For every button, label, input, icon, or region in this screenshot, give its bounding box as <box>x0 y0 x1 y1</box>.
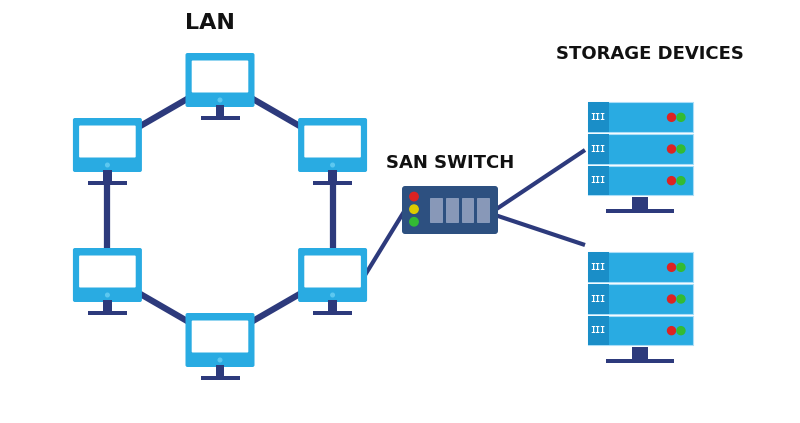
Bar <box>587 284 609 314</box>
Text: III: III <box>590 263 606 272</box>
Circle shape <box>218 97 222 102</box>
FancyBboxPatch shape <box>186 53 254 107</box>
Bar <box>88 181 127 185</box>
Text: III: III <box>590 145 606 154</box>
Circle shape <box>218 357 222 363</box>
Bar <box>430 198 442 222</box>
Bar <box>478 198 489 222</box>
Bar <box>587 134 609 164</box>
Circle shape <box>106 163 110 167</box>
Bar <box>587 316 609 346</box>
Circle shape <box>410 217 418 226</box>
FancyBboxPatch shape <box>402 186 498 234</box>
Bar <box>103 300 112 311</box>
Circle shape <box>677 177 685 185</box>
Circle shape <box>410 205 418 213</box>
Bar <box>201 376 239 380</box>
Circle shape <box>105 162 110 168</box>
Circle shape <box>667 113 675 121</box>
FancyBboxPatch shape <box>587 253 693 282</box>
Circle shape <box>330 162 335 168</box>
FancyBboxPatch shape <box>298 118 367 172</box>
Circle shape <box>677 145 685 153</box>
Bar <box>88 311 127 315</box>
FancyBboxPatch shape <box>587 284 693 314</box>
Text: STORAGE DEVICES: STORAGE DEVICES <box>556 45 744 63</box>
Circle shape <box>667 177 675 185</box>
Bar <box>201 116 239 120</box>
Bar <box>216 365 224 376</box>
Circle shape <box>106 293 110 297</box>
Circle shape <box>330 293 334 297</box>
Circle shape <box>677 327 685 335</box>
Text: SAN SWITCH: SAN SWITCH <box>386 154 514 172</box>
Circle shape <box>105 292 110 297</box>
Bar <box>606 359 674 363</box>
Circle shape <box>667 264 675 271</box>
Bar <box>313 311 352 315</box>
FancyBboxPatch shape <box>192 321 248 352</box>
Circle shape <box>218 358 222 362</box>
Bar <box>313 181 352 185</box>
Circle shape <box>410 192 418 201</box>
Circle shape <box>667 327 675 335</box>
FancyBboxPatch shape <box>79 255 136 288</box>
Bar <box>606 209 674 213</box>
FancyBboxPatch shape <box>304 255 361 288</box>
Circle shape <box>677 264 685 271</box>
Bar <box>587 253 609 282</box>
FancyBboxPatch shape <box>587 102 693 132</box>
Text: LAN: LAN <box>185 13 235 33</box>
FancyBboxPatch shape <box>73 248 142 302</box>
Circle shape <box>667 295 675 303</box>
Bar <box>103 170 112 181</box>
FancyBboxPatch shape <box>298 248 367 302</box>
Bar <box>462 198 474 222</box>
FancyBboxPatch shape <box>192 60 248 93</box>
Bar <box>446 198 458 222</box>
Bar <box>216 105 224 116</box>
Circle shape <box>330 292 335 297</box>
FancyBboxPatch shape <box>79 126 136 157</box>
Circle shape <box>677 295 685 303</box>
FancyBboxPatch shape <box>587 134 693 164</box>
Circle shape <box>330 163 334 167</box>
Bar <box>587 102 609 132</box>
Bar <box>587 166 609 195</box>
Circle shape <box>218 98 222 102</box>
Bar <box>328 170 337 181</box>
FancyBboxPatch shape <box>186 313 254 367</box>
Bar <box>632 198 648 209</box>
Circle shape <box>667 145 675 153</box>
Text: III: III <box>590 294 606 303</box>
FancyBboxPatch shape <box>587 166 693 195</box>
Text: III: III <box>590 113 606 122</box>
Bar <box>632 348 648 359</box>
Text: III: III <box>590 326 606 335</box>
FancyBboxPatch shape <box>304 126 361 157</box>
Bar <box>328 300 337 311</box>
Circle shape <box>677 113 685 121</box>
FancyBboxPatch shape <box>587 316 693 346</box>
FancyBboxPatch shape <box>73 118 142 172</box>
Text: III: III <box>590 176 606 185</box>
